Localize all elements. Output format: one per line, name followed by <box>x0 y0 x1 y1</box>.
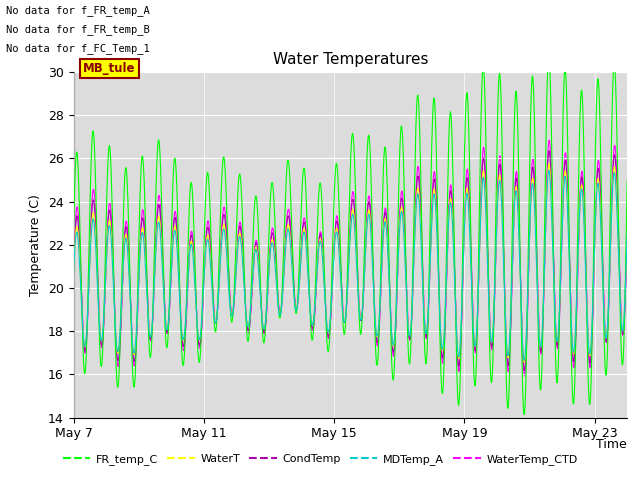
Legend: FR_temp_C, WaterT, CondTemp, MDTemp_A, WaterTemp_CTD: FR_temp_C, WaterT, CondTemp, MDTemp_A, W… <box>58 450 582 469</box>
Text: No data for f_FR_temp_B: No data for f_FR_temp_B <box>6 24 150 35</box>
Text: MB_tule: MB_tule <box>83 62 136 75</box>
Text: No data for f_FR_temp_A: No data for f_FR_temp_A <box>6 5 150 16</box>
Text: Time: Time <box>596 438 627 451</box>
Text: No data for f_FC_Temp_1: No data for f_FC_Temp_1 <box>6 43 150 54</box>
Title: Water Temperatures: Water Temperatures <box>273 52 428 67</box>
Y-axis label: Temperature (C): Temperature (C) <box>29 194 42 296</box>
